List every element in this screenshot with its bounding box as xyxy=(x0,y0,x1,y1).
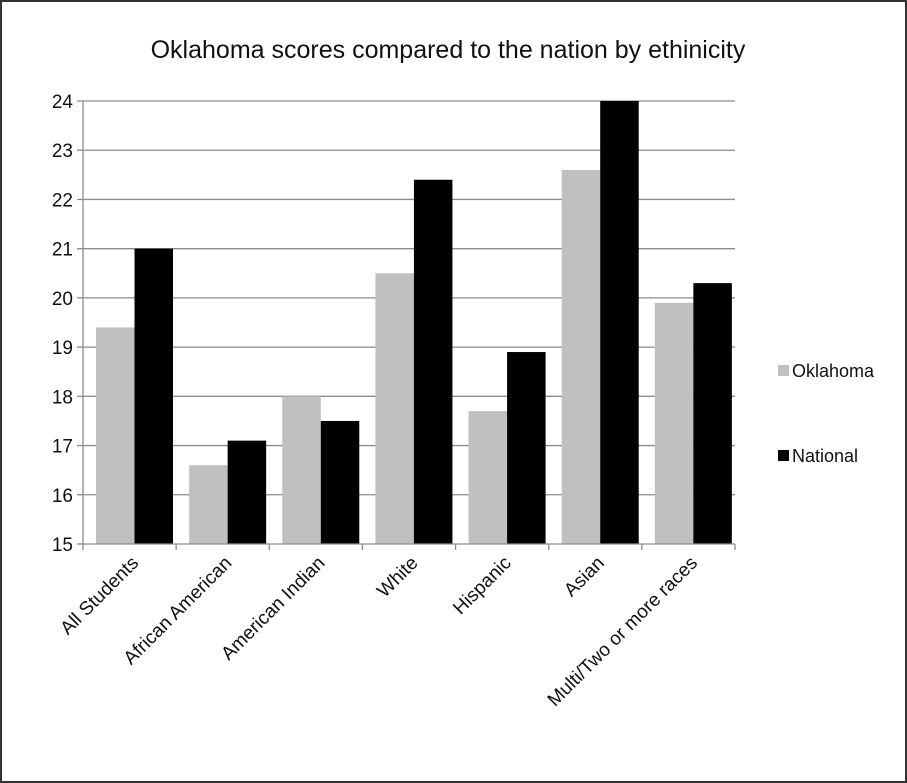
bar-national-5 xyxy=(600,101,639,544)
y-tick-label: 20 xyxy=(52,289,73,310)
bar-oklahoma-5 xyxy=(561,169,601,544)
bar-oklahoma-1 xyxy=(189,465,228,544)
legend-swatch-national xyxy=(778,450,789,461)
x-tick-label: Hispanic xyxy=(449,553,515,619)
y-tick-label: 17 xyxy=(52,437,73,458)
chart-title: Oklahoma scores compared to the nation b… xyxy=(151,36,746,64)
bar-oklahoma-2 xyxy=(282,396,321,544)
bar-national-3 xyxy=(413,179,453,544)
y-tick-label: 16 xyxy=(52,486,73,507)
x-tick-label: Asian xyxy=(560,553,608,601)
bar-oklahoma-0 xyxy=(96,327,135,544)
axes xyxy=(77,100,736,550)
bar-national-1 xyxy=(227,440,267,544)
legend: Oklahoma National xyxy=(778,361,875,466)
y-tick-labels: 15 16 17 18 19 20 21 22 23 24 xyxy=(52,92,74,556)
y-tick-label: 19 xyxy=(52,338,73,359)
y-tick-label: 24 xyxy=(52,92,74,113)
bar-national-6 xyxy=(693,283,732,544)
x-tick-label: White xyxy=(373,553,422,602)
legend-swatch-oklahoma xyxy=(778,365,789,376)
x-tick-label: Multi/Two or more races xyxy=(544,553,702,711)
legend-label-oklahoma: Oklahoma xyxy=(792,361,875,381)
y-tick-label: 22 xyxy=(52,190,73,211)
bar-oklahoma-6 xyxy=(654,302,694,544)
bars xyxy=(96,101,732,544)
bar-oklahoma-4 xyxy=(468,411,508,544)
y-tick-label: 18 xyxy=(52,387,73,408)
x-tick-label: All Students xyxy=(57,553,144,640)
y-tick-label: 21 xyxy=(52,240,73,261)
legend-label-national: National xyxy=(792,446,858,466)
y-tick-label: 15 xyxy=(52,535,73,556)
y-tick-label: 23 xyxy=(52,141,73,162)
bar-oklahoma-3 xyxy=(375,273,414,544)
bar-national-2 xyxy=(320,420,360,544)
bar-national-0 xyxy=(134,248,173,544)
bar-national-4 xyxy=(507,352,546,544)
